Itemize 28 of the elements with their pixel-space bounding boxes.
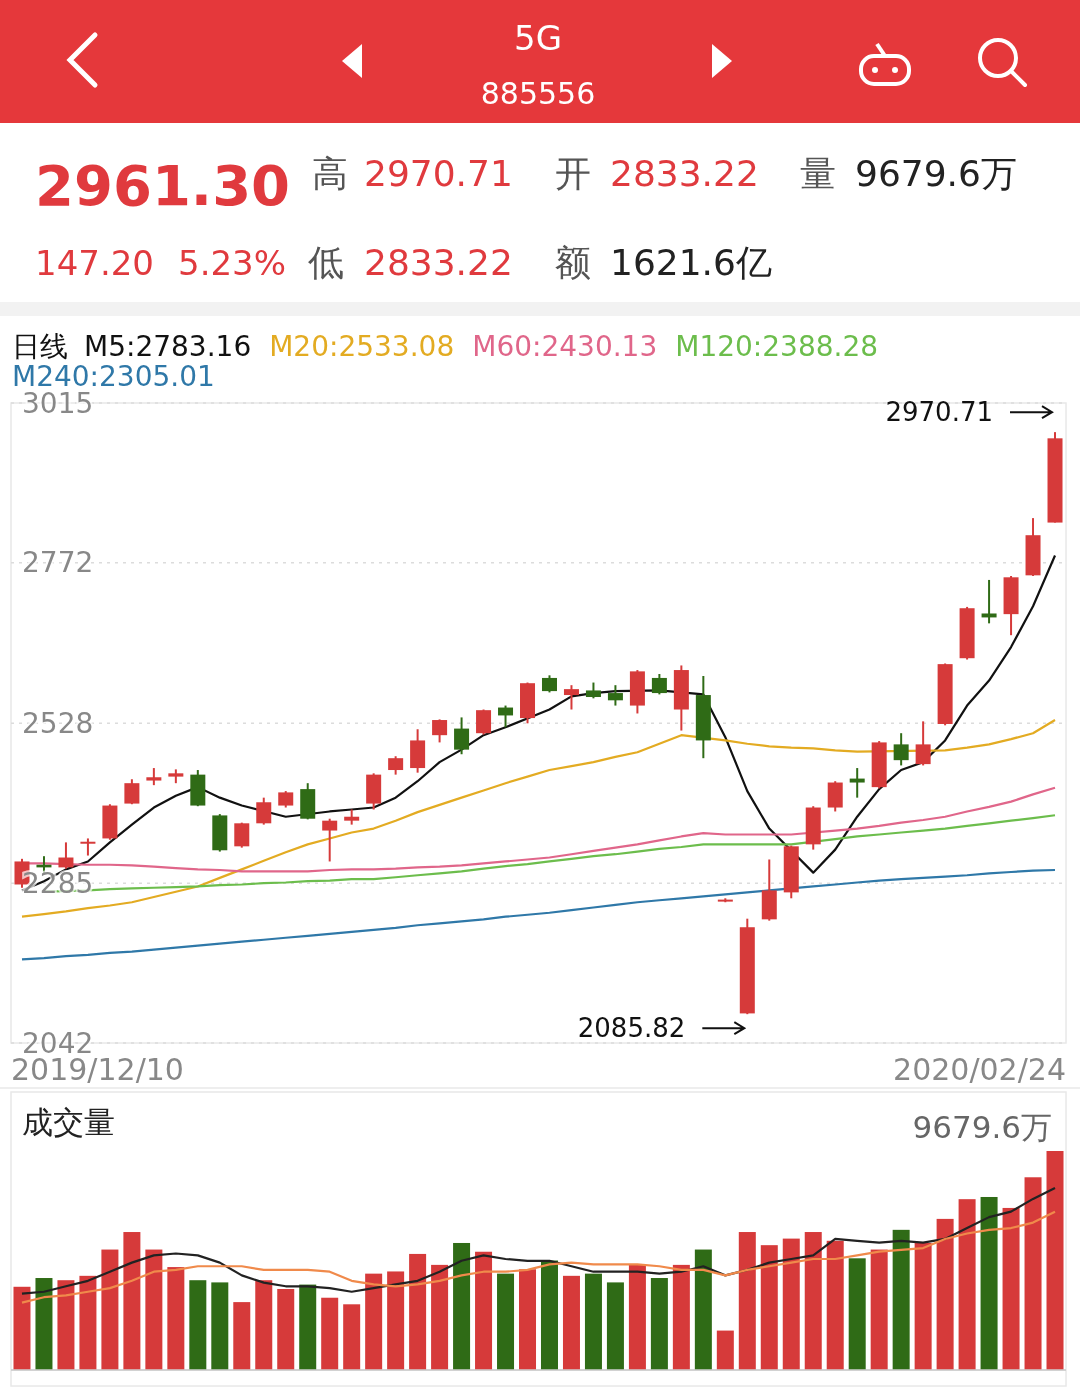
y-tick-label: 2772 (22, 546, 94, 580)
text: 开 (555, 153, 591, 194)
text: 147.20 (35, 243, 154, 283)
text: 2833.22 (364, 242, 513, 283)
text: 低 (308, 242, 344, 283)
text: M5:2783.16 (84, 330, 252, 363)
chart-title: 成交量 (22, 1104, 115, 1140)
chart-subtitle: 885556 (480, 76, 596, 111)
chart-title: 5G (514, 18, 562, 58)
annotation: 2085.82 (577, 1013, 686, 1044)
annotation: 2970.71 (885, 397, 994, 428)
text: M60:2430.13 (472, 330, 658, 363)
legend-title: 日线 (12, 330, 68, 363)
text: 9679.6万 (912, 1109, 1052, 1145)
text: 9679.6万 (855, 153, 1017, 194)
text: 高 (312, 153, 348, 194)
text: 2019/12/10 (11, 1052, 184, 1087)
text: 5.23% (178, 243, 287, 283)
text: 2833.22 (610, 153, 759, 194)
text: M120:2388.28 (675, 330, 879, 363)
text: 1621.6亿 (610, 242, 772, 283)
text: 2961.30 (35, 153, 291, 218)
y-tick-label: 2528 (22, 706, 94, 740)
text: 量 (800, 153, 836, 194)
text: 2020/02/24 (893, 1052, 1066, 1087)
text: 额 (555, 242, 591, 283)
text: 2970.71 (364, 153, 513, 194)
text: M20:2533.08 (269, 330, 455, 363)
